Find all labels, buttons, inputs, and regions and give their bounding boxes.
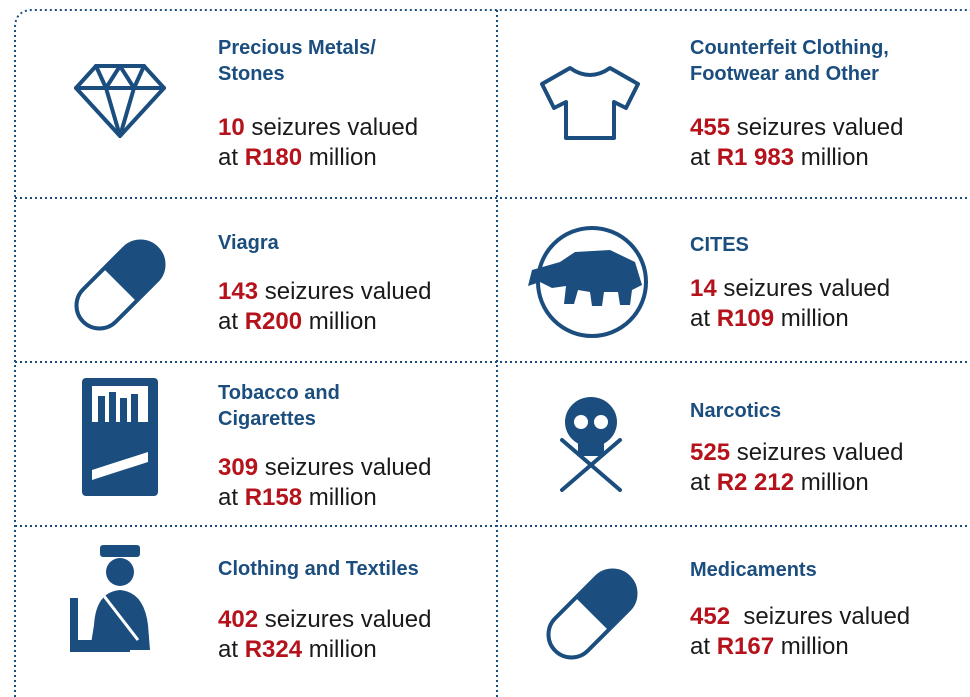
value-prefix: at <box>690 144 717 171</box>
count-line: 143 seizures valued <box>218 277 431 307</box>
item-title: Precious Metals/ Stones <box>218 37 376 85</box>
value-line: at R158 million <box>218 483 377 513</box>
count-text: seizures valued <box>730 114 904 141</box>
value-unit: million <box>302 144 377 171</box>
value-unit: million <box>774 305 849 332</box>
item-title: Counterfeit Clothing, Footwear and Other <box>690 37 889 85</box>
item-title: Narcotics <box>690 400 782 422</box>
seizure-value: R324 <box>244 636 303 663</box>
count-line: 452 seizures valued <box>690 602 910 632</box>
value-line: at R200 million <box>218 307 377 337</box>
count-line: 455 seizures valued <box>690 113 903 143</box>
count-line: 10 seizures valued <box>218 113 418 143</box>
seizure-value: R1 983 <box>716 144 795 171</box>
seizure-count: 402 <box>218 606 259 633</box>
item-title: Clothing and Textiles <box>218 558 419 580</box>
diamond-icon <box>74 64 166 138</box>
seizure-value: R180 <box>244 144 303 171</box>
value-unit: million <box>794 469 869 496</box>
count-line: 14 seizures valued <box>690 274 890 304</box>
value-prefix: at <box>218 144 245 171</box>
item-title: Medicaments <box>690 559 817 581</box>
seizure-count: 14 <box>690 275 717 302</box>
count-text: seizures valued <box>258 454 432 481</box>
count-text: seizures valued <box>244 114 419 141</box>
pill-icon <box>546 568 638 660</box>
value-line: at R180 million <box>218 143 377 173</box>
seizure-count: 10 <box>218 114 245 141</box>
count-line: 309 seizures valued <box>218 453 431 483</box>
value-unit: million <box>302 636 377 663</box>
value-prefix: at <box>690 469 717 496</box>
seizure-value: R167 <box>716 633 775 660</box>
seizure-value: R158 <box>244 484 303 511</box>
seizure-value: R2 212 <box>716 469 795 496</box>
seizure-count: 525 <box>690 439 731 466</box>
count-line: 525 seizures valued <box>690 438 903 468</box>
value-unit: million <box>302 484 377 511</box>
seizure-count: 452 <box>690 603 731 630</box>
officer-icon <box>70 545 150 652</box>
item-title: Viagra <box>218 232 279 254</box>
value-unit: million <box>794 144 869 171</box>
count-text: seizures valued <box>716 275 891 302</box>
item-title: CITES <box>690 234 749 256</box>
count-text: seizures valued <box>258 278 432 305</box>
value-prefix: at <box>690 305 717 332</box>
value-prefix: at <box>218 636 245 663</box>
count-text: seizures valued <box>258 606 432 633</box>
value-unit: million <box>774 633 849 660</box>
rhino-icon <box>528 226 648 338</box>
value-line: at R324 million <box>218 635 377 665</box>
value-line: at R2 212 million <box>690 468 869 498</box>
seizure-count: 455 <box>690 114 731 141</box>
count-line: 402 seizures valued <box>218 605 431 635</box>
skull-icon <box>560 397 622 492</box>
seizure-count: 309 <box>218 454 259 481</box>
cigarette-pack-icon <box>82 378 158 496</box>
value-line: at R109 million <box>690 304 849 334</box>
tshirt-icon <box>540 66 640 140</box>
seizure-count: 143 <box>218 278 259 305</box>
count-text: seizures valued <box>730 603 911 630</box>
value-prefix: at <box>690 633 717 660</box>
count-text: seizures valued <box>730 439 904 466</box>
seizure-value: R109 <box>716 305 775 332</box>
pill-icon <box>74 239 166 331</box>
value-prefix: at <box>218 484 245 511</box>
seizure-value: R200 <box>244 308 303 335</box>
value-unit: million <box>302 308 377 335</box>
item-title: Tobacco and Cigarettes <box>218 382 340 430</box>
value-prefix: at <box>218 308 245 335</box>
value-line: at R1 983 million <box>690 143 869 173</box>
value-line: at R167 million <box>690 632 849 662</box>
